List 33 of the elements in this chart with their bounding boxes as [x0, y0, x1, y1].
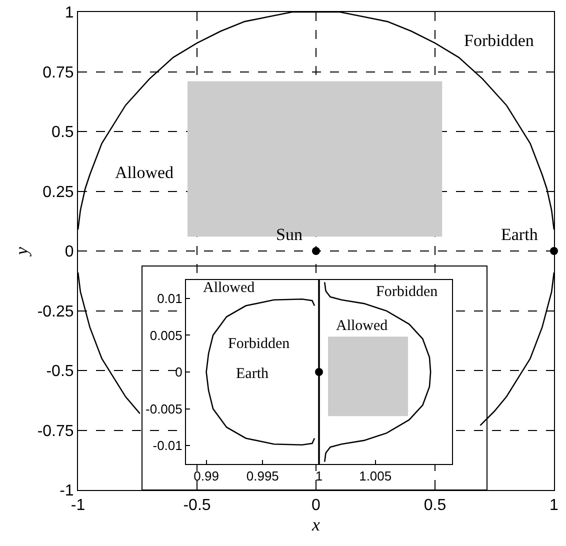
y-tick-label: 0.5 [52, 124, 74, 142]
annotation: Forbidden [376, 284, 438, 300]
y-tick-label: 0 [64, 244, 74, 261]
x-tick-label: 0.995 [246, 468, 279, 484]
y-tick-label: -0.75 [37, 422, 74, 440]
x-tick-label: 0.99 [194, 468, 219, 484]
y-tick-label: 1 [64, 4, 74, 22]
x-tick-label: 1.005 [359, 468, 392, 484]
x-tick-label: -0.5 [183, 497, 211, 514]
x-tick-label: 1 [550, 497, 559, 514]
annotation: Allowed [115, 163, 174, 182]
y-tick-label: 0.005 [150, 328, 182, 343]
annotation: Allowed [203, 280, 256, 296]
y-tick-label: 0.25 [42, 184, 74, 201]
y-tick-label: 0 [175, 364, 182, 380]
annotation: Forbidden [228, 336, 290, 352]
y-tick-label: -0.5 [46, 363, 74, 380]
y-tick-label: -0.25 [37, 303, 74, 320]
y-tick-label: 0.01 [157, 290, 182, 306]
y-axis-title: y [12, 247, 32, 257]
annotation: Forbidden [464, 31, 534, 50]
x-tick-label: 0.5 [424, 497, 446, 514]
x-axis-title: x [311, 514, 320, 534]
annotation: Earth [236, 366, 269, 382]
y-tick-label: -0.005 [146, 401, 182, 416]
annotation: Earth [501, 225, 538, 244]
x-tick-label: 0 [312, 497, 321, 514]
y-tick-label: -1 [60, 482, 74, 500]
x-tick-label: 1 [315, 468, 323, 484]
annotation: Sun [276, 225, 303, 244]
y-tick-label: -0.01 [152, 438, 182, 454]
y-tick-label: 0.75 [42, 64, 74, 82]
annotation: Allowed [336, 318, 388, 334]
